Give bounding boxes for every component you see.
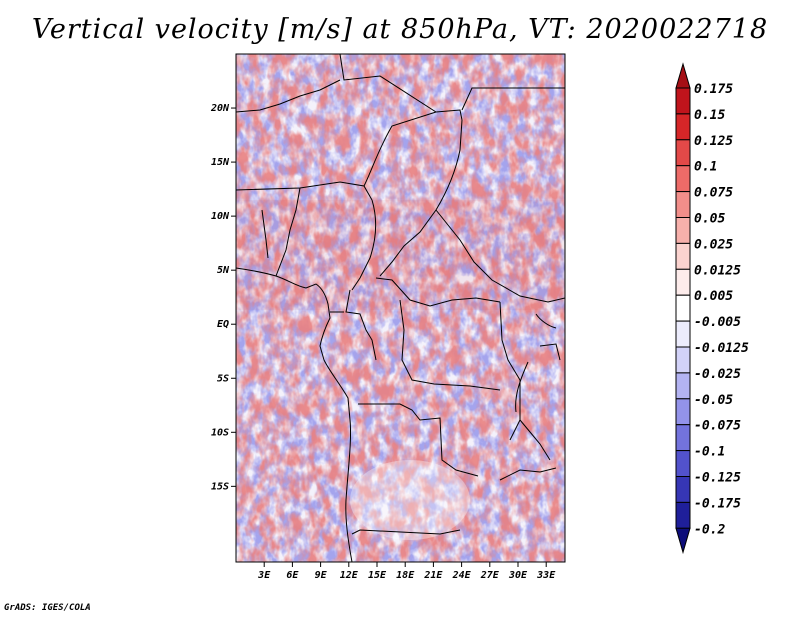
- lon-tick-label: 12E: [340, 570, 359, 581]
- colorbar-swatch: [675, 294, 691, 322]
- colorbar-swatch: [675, 320, 691, 348]
- lon-tick-label: 21E: [423, 570, 443, 581]
- lat-tick-label: 5N: [217, 265, 230, 276]
- colorbar-swatch: [675, 450, 691, 478]
- credit-label: GrADS: IGES/COLA: [4, 603, 91, 613]
- colorbar-label: -0.0125: [694, 341, 749, 356]
- colorbar: 0.175 0.15 0.125 0.1 0.075 0.05 0.025 0.0125 0.0…: [675, 62, 749, 555]
- colorbar-swatch: [675, 476, 691, 503]
- colorbar-label: -0.005: [694, 315, 741, 330]
- field-shading: [236, 54, 565, 562]
- colorbar-swatch: [675, 346, 691, 374]
- lat-tick-label: 10S: [211, 427, 229, 438]
- colorbar-label: 0.005: [694, 289, 733, 304]
- colorbar-swatch: [675, 217, 691, 244]
- colorbar-swatch: [675, 242, 691, 270]
- colorbar-label: -0.025: [694, 367, 741, 382]
- lon-tick-label: 3E: [257, 570, 271, 581]
- colorbar-label: 0.025: [694, 237, 733, 252]
- colorbar-label: -0.05: [694, 393, 733, 408]
- lon-tick-label: 27E: [480, 570, 500, 581]
- lon-tick-label: 15E: [368, 570, 387, 581]
- colorbar-label: 0.0125: [694, 263, 741, 278]
- lat-tick-label: EQ: [217, 319, 229, 330]
- colorbar-swatch: [675, 372, 691, 400]
- lat-tick-label: 15S: [211, 481, 229, 492]
- colorbar-swatch: [675, 165, 691, 193]
- colorbar-label: -0.075: [694, 419, 741, 434]
- colorbar-label: -0.1: [694, 445, 725, 460]
- lon-tick-label: 9E: [315, 570, 328, 581]
- longitude-axis: 3E 6E 9E 12E 15E 18E 21E 24E 27E 30E 33E: [257, 562, 556, 581]
- colorbar-swatch: [675, 424, 691, 452]
- chart-title: Vertical velocity [m/s] at 850hPa, VT: 2…: [31, 14, 769, 45]
- colorbar-label: 0.125: [694, 134, 733, 149]
- lat-tick-label: 5S: [217, 373, 229, 384]
- colorbar-swatch: [675, 501, 691, 529]
- colorbar-label: -0.2: [694, 522, 725, 537]
- colorbar-label: -0.175: [694, 496, 741, 511]
- lat-tick-label: 15N: [211, 157, 230, 168]
- plot-frame: [235, 53, 566, 563]
- colorbar-label: 0.075: [694, 186, 733, 201]
- colorbar-swatch: [675, 398, 691, 426]
- colorbar-swatch: [675, 113, 691, 141]
- colorbar-swatch: [675, 191, 691, 219]
- colorbar-bottom-arrow: [675, 527, 691, 555]
- colorbar-label: 0.15: [694, 108, 725, 123]
- lon-tick-label: 30E: [508, 570, 528, 581]
- lon-tick-label: 18E: [396, 570, 415, 581]
- lon-tick-label: 24E: [452, 570, 472, 581]
- latitude-axis: 20N 15N 10N 5N EQ 5S 10S 15S: [210, 103, 236, 492]
- lat-tick-label: 10N: [211, 211, 230, 222]
- coastlines-and-borders: [236, 54, 565, 562]
- lon-tick-label: 33E: [536, 570, 556, 581]
- lat-tick-label: 20N: [210, 103, 230, 114]
- colorbar-swatch: [675, 87, 691, 115]
- lon-tick-label: 6E: [286, 570, 299, 581]
- colorbar-label: -0.125: [694, 471, 741, 486]
- colorbar-swatch: [675, 268, 691, 296]
- colorbar-top-arrow: [675, 62, 691, 89]
- colorbar-label: 0.175: [694, 82, 733, 97]
- colorbar-label: 0.05: [694, 212, 725, 227]
- colorbar-label: 0.1: [694, 160, 717, 175]
- colorbar-swatch: [675, 139, 691, 167]
